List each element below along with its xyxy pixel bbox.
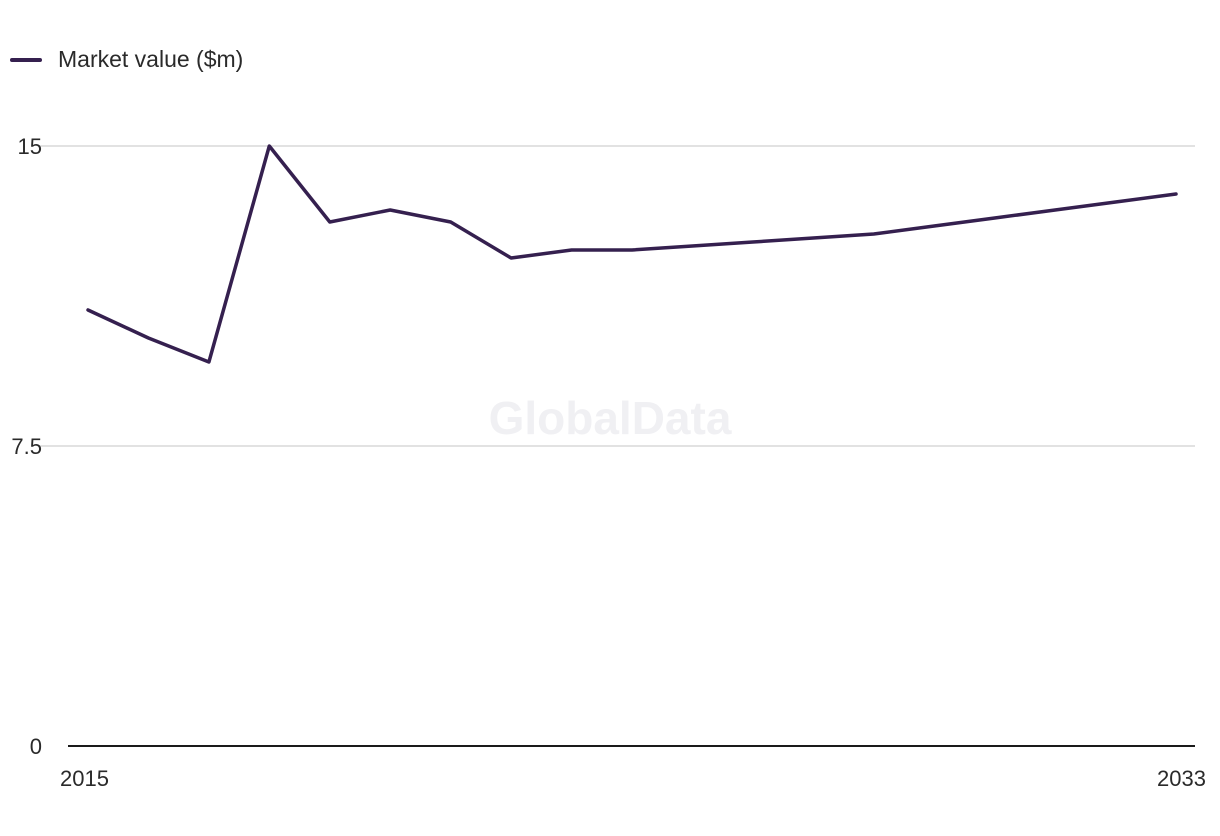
y-tick-label: 15 <box>18 134 42 159</box>
x-tick-label: 2015 <box>60 766 109 791</box>
y-tick-label: 0 <box>30 734 42 759</box>
legend-swatch <box>10 57 42 62</box>
legend-label: Market value ($m) <box>58 46 244 72</box>
y-tick-label: 7.5 <box>11 434 42 459</box>
watermark-text: GlobalData <box>489 392 732 444</box>
x-tick-label: 2033 <box>1157 766 1206 791</box>
legend: Market value ($m) <box>10 46 243 73</box>
series-line <box>86 144 1178 364</box>
